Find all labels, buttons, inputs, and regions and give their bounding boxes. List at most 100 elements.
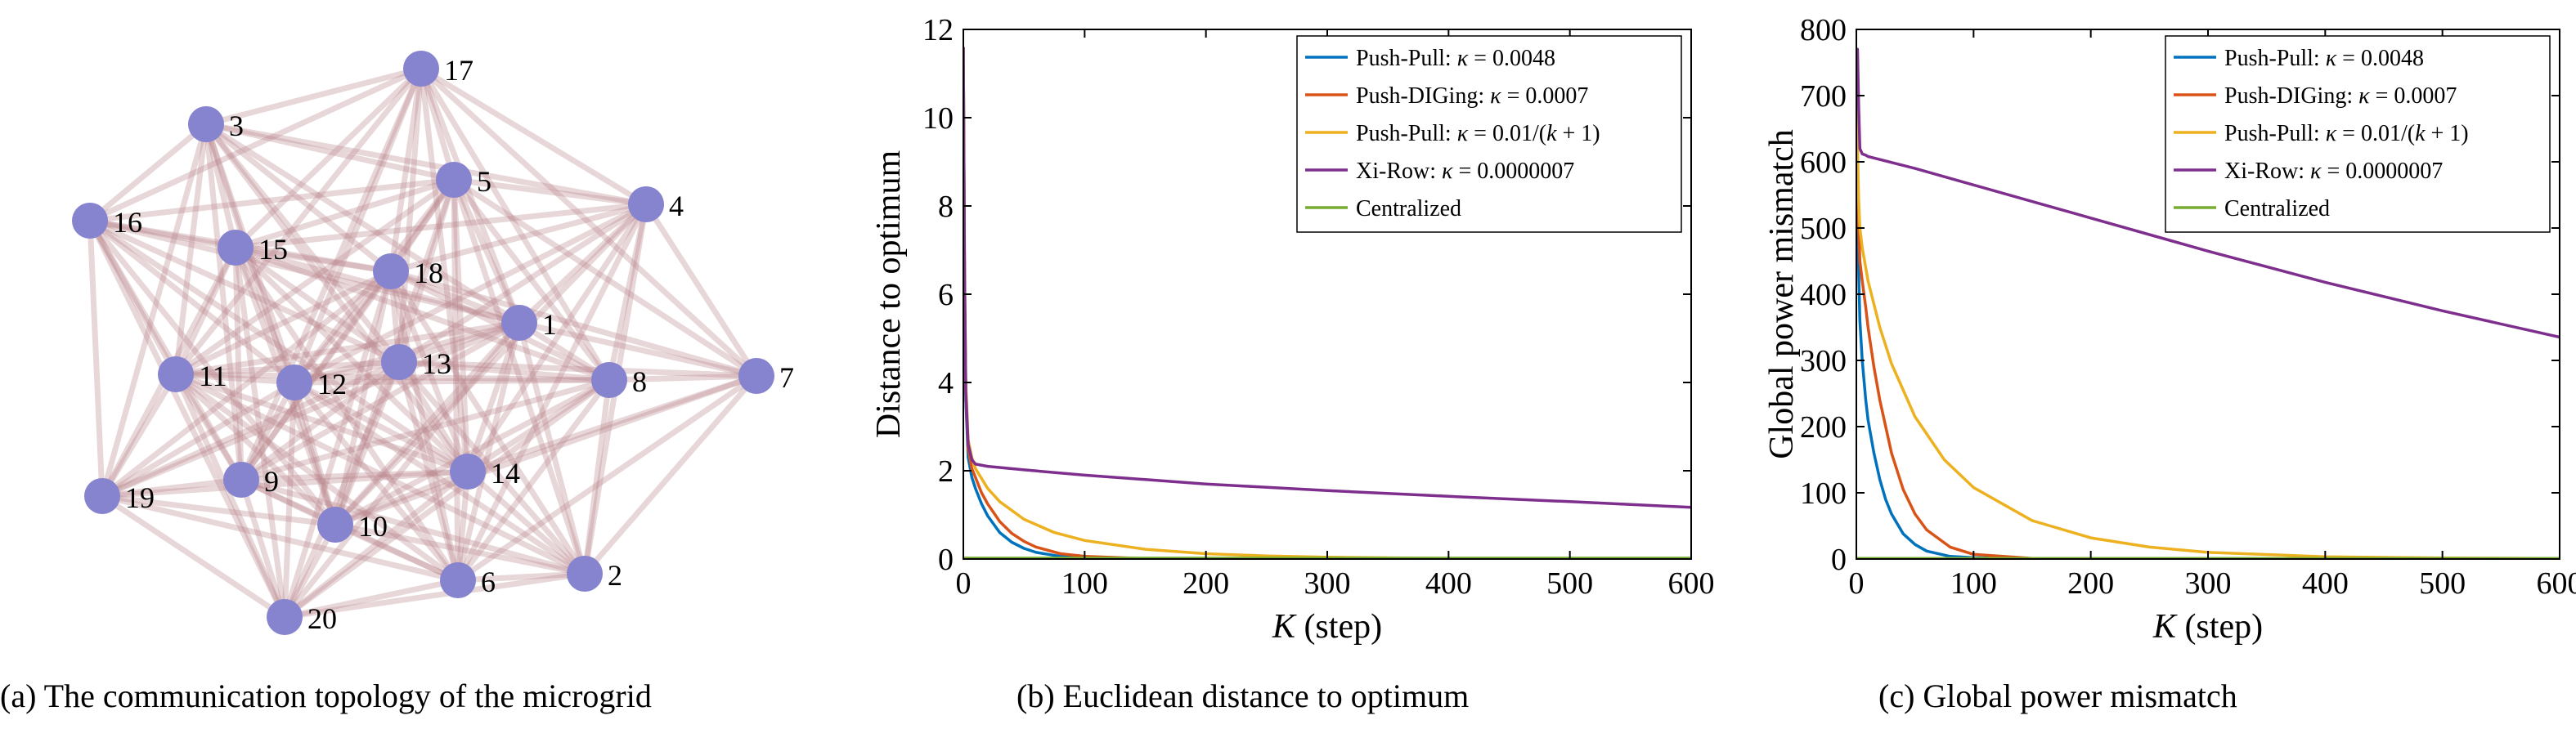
graph-edge xyxy=(398,359,757,379)
legend-box xyxy=(1296,35,1682,233)
legend-entry: Xi-Row: κ = 0.0000007 xyxy=(1356,159,1574,184)
graph-edge xyxy=(396,68,424,363)
graph-edge xyxy=(292,269,393,385)
graph-node-label: 20 xyxy=(307,602,337,635)
graph-edge xyxy=(284,577,459,620)
graph-node-label: 19 xyxy=(125,481,155,514)
graph-edge xyxy=(203,123,239,248)
graph-edge xyxy=(101,468,469,499)
graph-edge xyxy=(418,68,471,472)
graph-node-label: 6 xyxy=(481,566,496,598)
graph-node xyxy=(267,599,303,635)
graph-edge xyxy=(87,219,179,376)
y-tick-label: 700 xyxy=(1800,79,1847,114)
graph-edge xyxy=(88,65,423,224)
graph-node-label: 1 xyxy=(542,308,557,341)
y-tick-label: 200 xyxy=(1800,410,1847,445)
graph-edge xyxy=(452,177,758,378)
graph-node xyxy=(450,454,486,490)
graph-edge xyxy=(203,123,339,526)
graph-edge xyxy=(451,177,612,382)
graph-edge xyxy=(456,373,758,583)
y-tick-label: 0 xyxy=(938,543,954,577)
graph-edge xyxy=(239,269,393,482)
graph-edge xyxy=(293,201,648,386)
graph-node-label: 5 xyxy=(477,165,491,198)
graph-edge xyxy=(455,203,649,582)
x-tick-label: 400 xyxy=(2302,566,2349,601)
graph-node xyxy=(381,344,417,380)
graph-node xyxy=(628,186,664,222)
y-tick-label: 800 xyxy=(1800,13,1847,47)
graph-edge xyxy=(88,217,401,365)
graph-edge xyxy=(175,320,520,378)
graph-edge xyxy=(451,178,523,324)
graph-edge xyxy=(397,320,521,365)
graph-edge xyxy=(204,122,470,474)
graph-edge xyxy=(516,322,588,575)
graph-edge xyxy=(88,218,469,474)
legend-entry: Push-DIGing: κ = 0.0007 xyxy=(1356,83,1588,109)
y-tick-label: 12 xyxy=(922,13,954,47)
graph-edge xyxy=(101,476,242,499)
series-line xyxy=(963,47,1691,509)
graph-node-label: 2 xyxy=(608,559,622,592)
graph-edge xyxy=(397,360,587,576)
legend: Push-Pull: κ = 0.0048 Push-DIGing: κ = 0.… xyxy=(1296,35,1682,233)
graph-edge xyxy=(282,469,470,619)
graph-node xyxy=(440,562,476,598)
graph-edge xyxy=(99,123,209,497)
graph-edge xyxy=(100,269,393,499)
graph-node xyxy=(403,51,439,87)
graph-edge xyxy=(173,246,239,376)
graph-edge xyxy=(292,380,460,583)
graph-edge xyxy=(238,478,288,619)
graph-edge xyxy=(388,271,461,581)
graph-node-label: 13 xyxy=(422,347,451,380)
x-tick-label: 100 xyxy=(1950,566,1997,601)
graph-edge xyxy=(389,268,611,383)
graph-edge xyxy=(205,121,647,208)
graph-edge xyxy=(582,373,759,576)
y-tick-label: 300 xyxy=(1800,344,1847,378)
graph-node-label: 10 xyxy=(358,510,388,543)
graph-edge xyxy=(235,201,647,251)
mismatch-chart-caption: (c) Global power mismatch xyxy=(1878,678,2237,714)
x-tick-label: 100 xyxy=(1061,566,1108,601)
x-tick-label: 0 xyxy=(956,566,972,601)
graph-edge xyxy=(173,66,424,377)
graph-edge xyxy=(173,372,338,527)
graph-edge xyxy=(334,521,460,584)
x-tick-label: 600 xyxy=(2537,566,2576,601)
y-axis-label: Distance to optimum xyxy=(870,150,908,439)
x-axis-label: K (step) xyxy=(1272,608,1382,646)
graph-node-label: 14 xyxy=(491,457,520,490)
graph-edge xyxy=(456,378,612,583)
graph-edge xyxy=(87,219,288,619)
graph-edge xyxy=(234,177,456,251)
graph-edge xyxy=(174,371,469,475)
graph-edge xyxy=(418,68,457,181)
graph-edge xyxy=(101,493,336,528)
graph-edge xyxy=(175,371,295,386)
graph-edge xyxy=(232,246,298,384)
graph-edge xyxy=(608,373,757,383)
graph-edge xyxy=(232,247,288,618)
graph-edge xyxy=(457,570,586,584)
graph-edge xyxy=(101,379,296,499)
x-tick-label: 200 xyxy=(1183,566,1229,601)
graph-edge xyxy=(203,123,245,481)
graph-edge xyxy=(419,67,612,382)
graph-edge xyxy=(517,202,648,325)
graph-edge xyxy=(419,66,759,378)
graph-edge xyxy=(173,373,244,481)
graph-node xyxy=(158,356,194,392)
x-tick-label: 300 xyxy=(2185,566,2232,601)
x-tick-label: 0 xyxy=(1849,566,1865,601)
x-tick-label: 300 xyxy=(1304,566,1351,601)
graph-edge xyxy=(466,373,758,475)
graph-edge xyxy=(398,359,610,383)
graph-edge xyxy=(173,373,288,619)
y-tick-label: 8 xyxy=(938,190,954,224)
graph-edge xyxy=(644,203,759,378)
